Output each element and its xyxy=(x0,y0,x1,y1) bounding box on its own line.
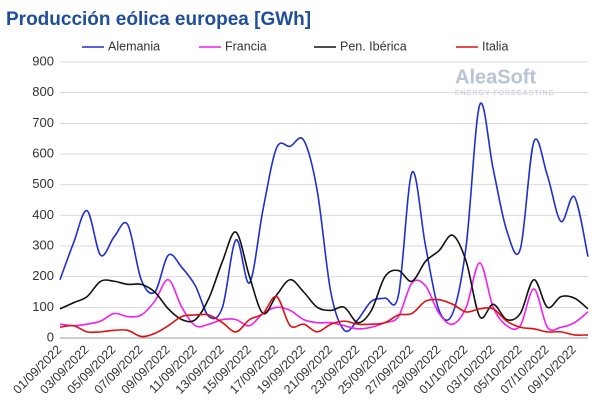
y-tick-label: 200 xyxy=(32,268,54,283)
series-line xyxy=(59,102,589,333)
y-tick-label: 0 xyxy=(47,329,54,344)
y-tick-label: 800 xyxy=(32,84,54,99)
legend-label: Alemania xyxy=(108,39,160,53)
legend-label: Pen. Ibérica xyxy=(340,39,407,53)
watermark-sub: ENERGY FORECASTING xyxy=(455,90,555,97)
chart-title: Producción eólica europea [GWh] xyxy=(6,9,311,30)
y-tick-label: 700 xyxy=(32,115,54,130)
series-line xyxy=(59,262,589,332)
legend-label: Italia xyxy=(482,39,508,53)
y-tick-label: 400 xyxy=(32,207,54,222)
legend-label: Francia xyxy=(225,39,267,53)
y-tick-label: 900 xyxy=(32,53,54,68)
y-tick-label: 100 xyxy=(32,299,54,314)
y-tick-label: 600 xyxy=(32,145,54,160)
watermark: AleaSoft xyxy=(455,66,536,88)
y-tick-label: 500 xyxy=(32,176,54,191)
y-tick-label: 300 xyxy=(32,237,54,252)
series-line xyxy=(59,231,589,324)
series-line xyxy=(59,295,589,338)
